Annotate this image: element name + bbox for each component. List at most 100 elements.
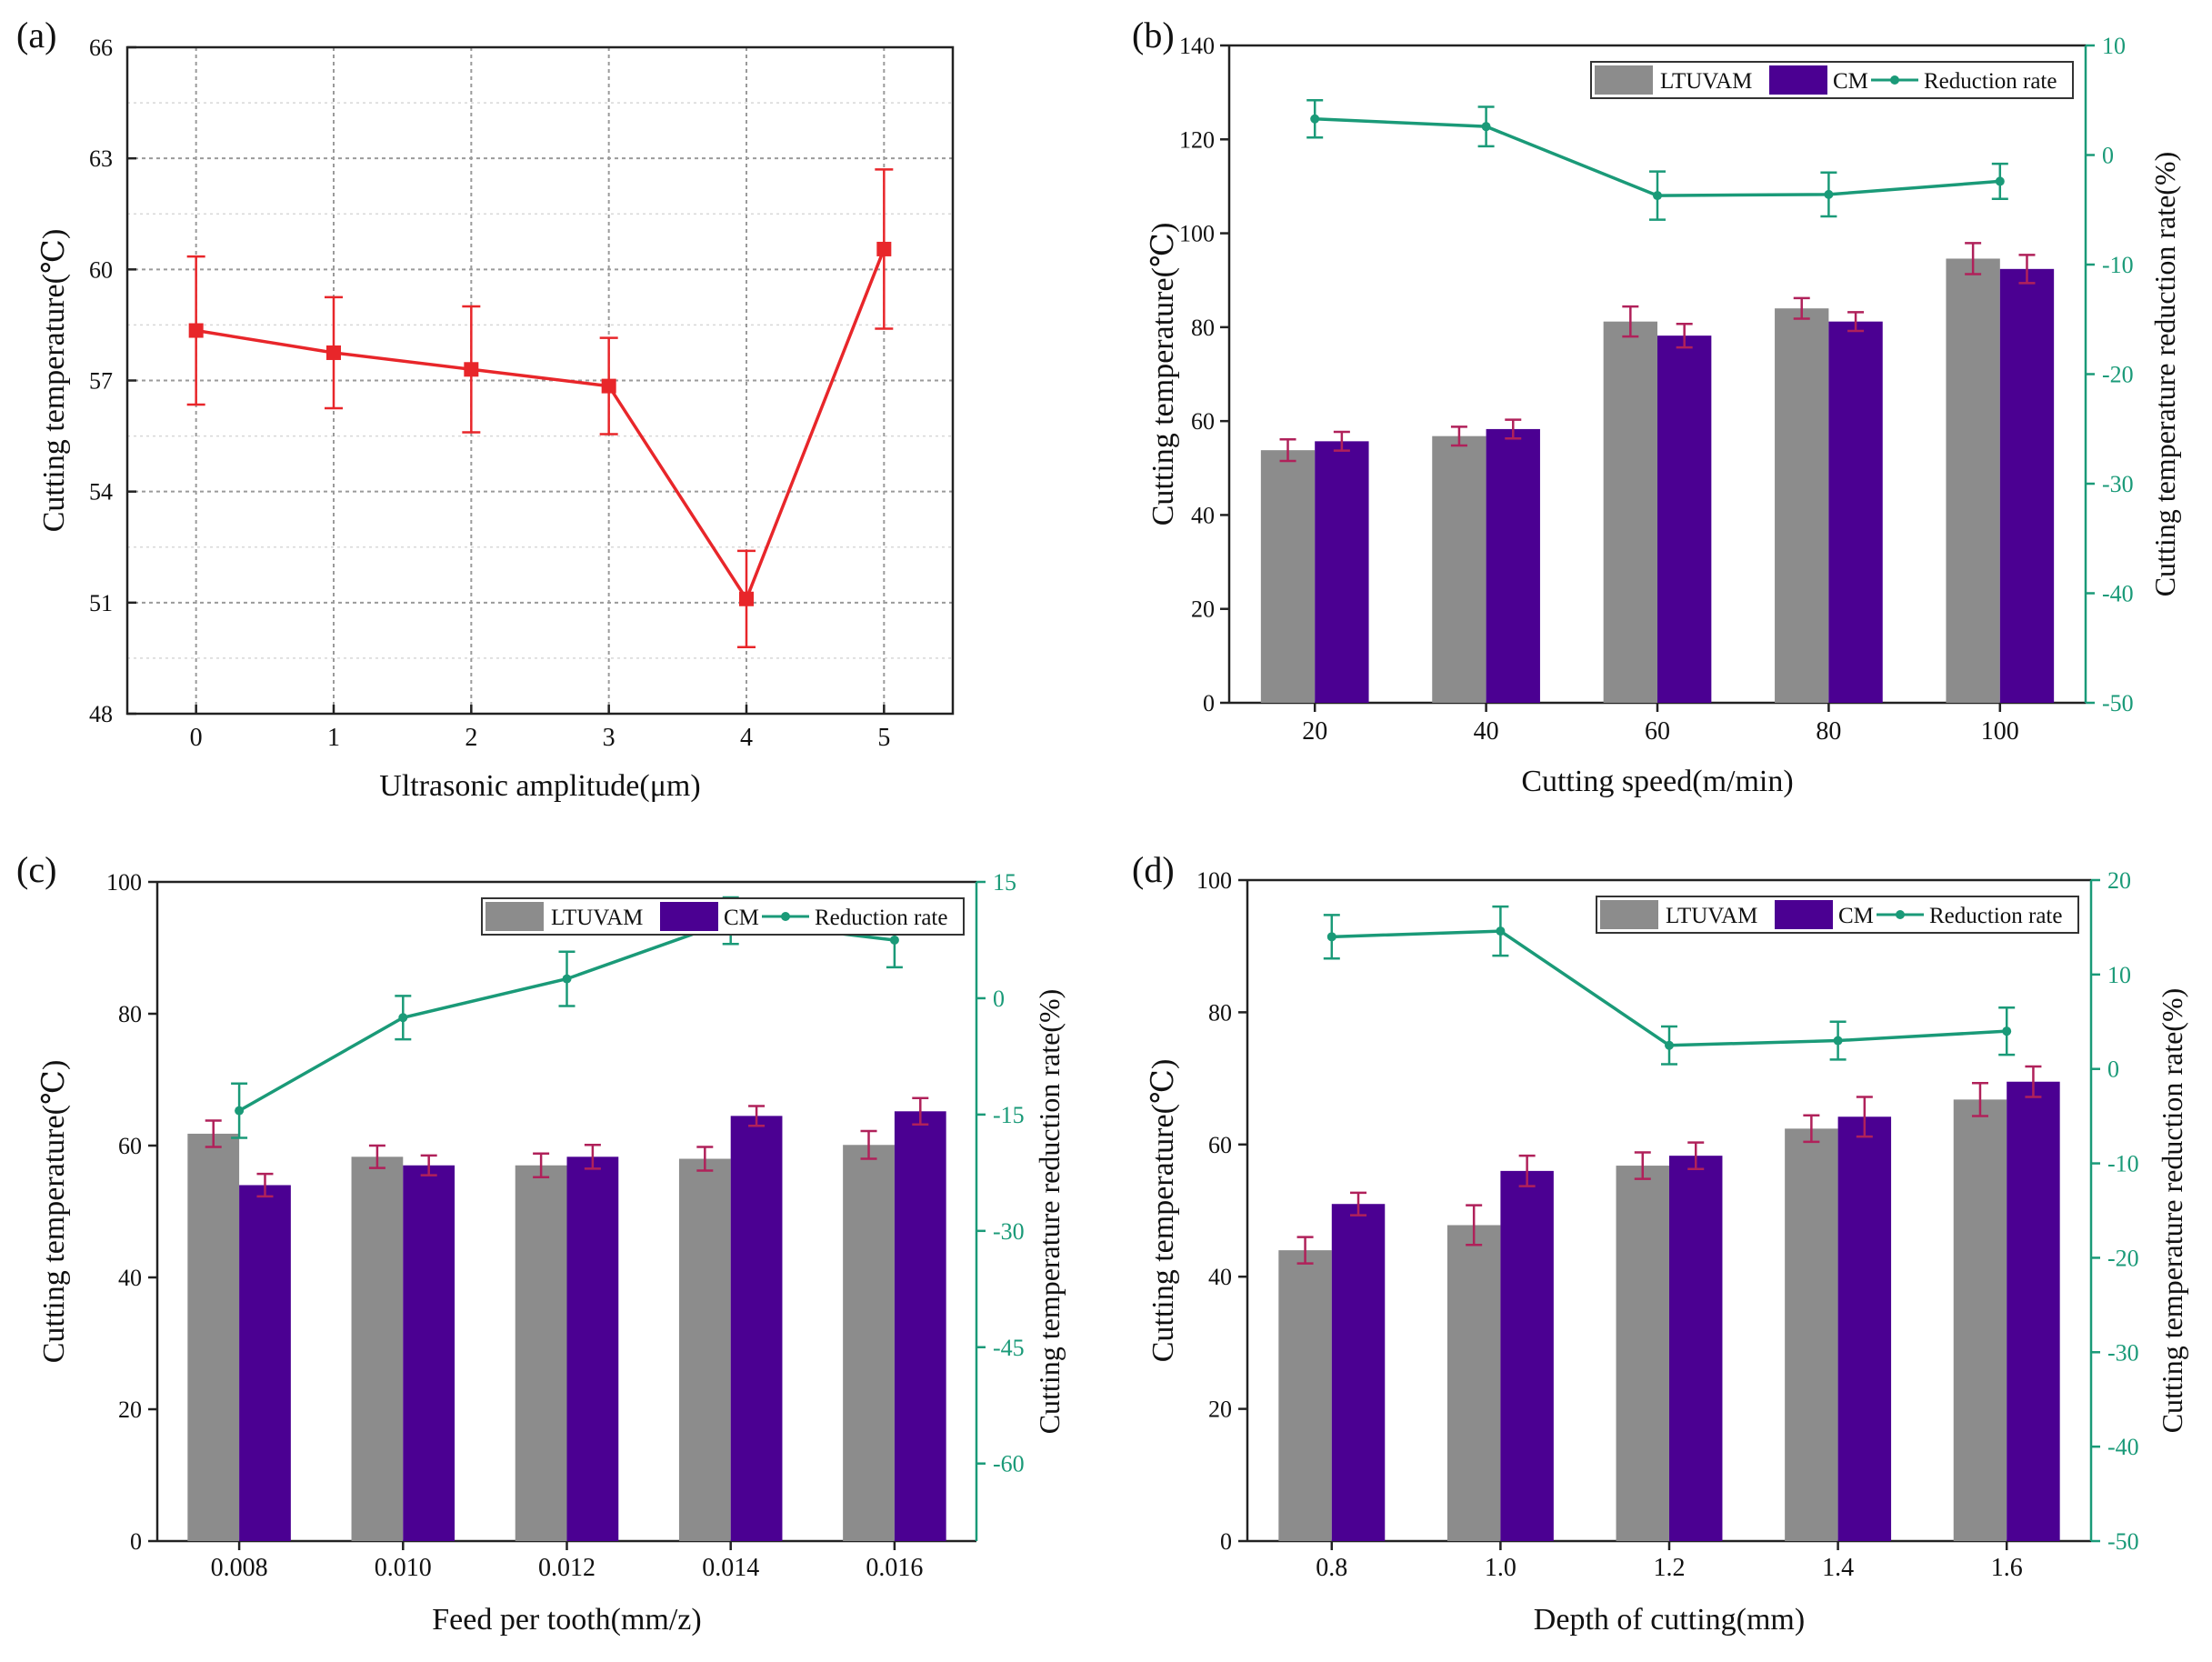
y-right-tick-label: -40 xyxy=(2107,1434,2139,1460)
y-tick-label: 54 xyxy=(89,479,113,506)
y-tick-label: 63 xyxy=(89,145,113,172)
x-tick-label: 80 xyxy=(1816,717,1841,746)
reduction-point xyxy=(235,1106,245,1116)
reduction-point xyxy=(562,974,572,984)
bar-cm xyxy=(566,1156,619,1541)
y-tick-label: 20 xyxy=(1208,1397,1232,1423)
bar-ltuvam xyxy=(1260,450,1316,703)
x-tick-label: 0.016 xyxy=(866,1554,923,1582)
panel-label: (a) xyxy=(16,15,56,55)
bar-ltuvam xyxy=(1432,436,1486,703)
y-tick-label: 0 xyxy=(1203,690,1215,716)
legend-label-ltuvam: LTUVAM xyxy=(551,906,643,930)
reduction-point xyxy=(1995,176,2005,186)
bar-cm xyxy=(1837,1116,1892,1541)
y-right-axis-label: Cutting temperature reduction rate(%) xyxy=(1033,989,1066,1435)
y-tick-label: 57 xyxy=(89,368,113,395)
bar-cm xyxy=(1669,1156,1723,1541)
bar-cm xyxy=(730,1116,783,1541)
x-tick-label: 1.4 xyxy=(1822,1554,1854,1582)
reduction-point xyxy=(1653,191,1662,201)
legend-label-cm: CM xyxy=(1833,69,1868,94)
y-tick-label: 120 xyxy=(1179,126,1215,153)
y-tick-label: 80 xyxy=(118,1001,142,1027)
bar-ltuvam xyxy=(678,1158,731,1541)
reduction-point xyxy=(1481,122,1491,132)
bar-cm xyxy=(1657,335,1712,703)
bar-cm xyxy=(1315,441,1369,703)
panel-label: (b) xyxy=(1132,15,1175,55)
y-right-tick-label: -50 xyxy=(2107,1528,2139,1555)
bar-cm xyxy=(1999,268,2055,703)
legend-label-reduction: Reduction rate xyxy=(1924,69,2057,94)
y-right-tick-label: 10 xyxy=(2102,33,2126,59)
data-point xyxy=(739,591,754,606)
y-right-tick-label: -10 xyxy=(2107,1151,2139,1177)
y-right-tick-label: 0 xyxy=(2107,1056,2119,1083)
legend-marker-reduction xyxy=(1896,910,1905,919)
panel-a: 48 51 54 57 60 63 66 0 1 2 3 4 5 (a) Ultrasonic amplit… xyxy=(16,15,955,803)
legend: LTUVAM CM Reduction rate xyxy=(1596,896,2079,934)
data-point xyxy=(326,345,341,360)
bar-ltuvam xyxy=(1446,1225,1501,1541)
panel-label: (d) xyxy=(1132,849,1175,890)
y-right-tick-label: -15 xyxy=(993,1102,1025,1128)
bar-ltuvam xyxy=(1616,1166,1669,1541)
bar-cm xyxy=(1486,428,1540,703)
panel-c: 0 20 40 60 80 100 -60 -45 -30 -15 0 15 0.008 0.010 0.0… xyxy=(16,849,1066,1637)
reduction-point xyxy=(2002,1026,2012,1036)
bar-ltuvam xyxy=(1603,321,1657,703)
x-axis-label: Depth of cutting(mm) xyxy=(1534,1603,1805,1637)
x-tick-label: 0.8 xyxy=(1316,1554,1347,1582)
data-point xyxy=(464,362,479,377)
bar-cm xyxy=(894,1111,946,1541)
x-tick-label: 0.012 xyxy=(538,1554,596,1582)
y-tick-label: 100 xyxy=(1179,221,1215,247)
y-right-axis-label: Cutting temperature reduction rate(%) xyxy=(2156,988,2188,1434)
legend-box xyxy=(481,897,965,936)
legend-swatch-ltuvam xyxy=(1600,900,1658,929)
legend-swatch-cm xyxy=(1775,900,1833,929)
legend-label-reduction: Reduction rate xyxy=(1929,904,2062,928)
reduction-point xyxy=(1665,1040,1674,1050)
y-tick-label: 80 xyxy=(1191,315,1215,341)
data-point xyxy=(601,378,616,394)
reduction-point xyxy=(398,1013,408,1023)
y-tick-label: 100 xyxy=(106,869,142,896)
data-point xyxy=(876,241,892,256)
y-right-tick-label: -60 xyxy=(993,1451,1025,1477)
panel-d: 0 20 40 60 80 100 -50 -40 -30 -20 -10 0 10 20 0.8 1.0 1.… xyxy=(1132,849,2188,1637)
reduction-point xyxy=(1824,189,1834,199)
panel-label: (c) xyxy=(16,849,56,890)
y-tick-label: 20 xyxy=(118,1397,142,1423)
bar-ltuvam xyxy=(515,1165,567,1541)
panel-b: 0 20 40 60 80 100 120 140 -50 -40 -30 -20 -10 0 10 20 40… xyxy=(1132,15,2181,798)
y-right-tick-label: 0 xyxy=(993,986,1005,1012)
legend-box xyxy=(1590,61,2074,99)
y-right-tick-label: 15 xyxy=(993,869,1016,896)
y-axis-label: Cutting temperature(℃) xyxy=(1146,1059,1180,1363)
x-tick-label: 1 xyxy=(327,724,340,752)
legend-label-cm: CM xyxy=(1838,904,1874,928)
bar-ltuvam xyxy=(1946,258,2000,703)
legend: LTUVAM CM Reduction rate xyxy=(1590,61,2074,99)
y-right-tick-label: -30 xyxy=(2107,1339,2139,1366)
bar-cm xyxy=(239,1185,291,1541)
legend-swatch-cm xyxy=(1769,65,1827,95)
y-tick-label: 40 xyxy=(1208,1264,1232,1290)
reduction-point xyxy=(1833,1036,1843,1046)
x-tick-label: 1.0 xyxy=(1485,1554,1516,1582)
x-tick-label: 2 xyxy=(465,724,477,752)
x-tick-label: 40 xyxy=(1474,717,1499,746)
y-tick-label: 0 xyxy=(130,1528,142,1555)
y-right-tick-label: -45 xyxy=(993,1335,1025,1361)
legend-label-reduction: Reduction rate xyxy=(815,906,947,930)
reduction-point xyxy=(1310,114,1320,124)
y-tick-label: 60 xyxy=(1191,408,1215,435)
bar-ltuvam xyxy=(187,1133,240,1541)
x-tick-label: 0.008 xyxy=(211,1554,268,1582)
x-tick-label: 0 xyxy=(190,724,203,752)
y-right-tick-label: 20 xyxy=(2107,867,2131,894)
y-tick-label: 80 xyxy=(1208,999,1232,1026)
y-right-tick-label: -40 xyxy=(2102,581,2134,607)
